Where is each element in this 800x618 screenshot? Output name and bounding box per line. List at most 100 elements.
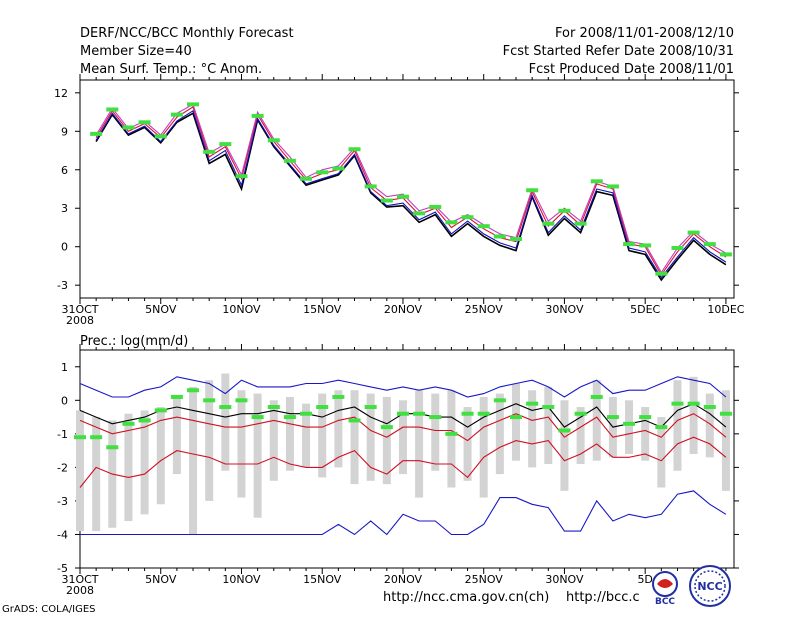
ncc-logo-text: NCC xyxy=(697,580,722,593)
x-tick-label: 5D xyxy=(637,573,652,586)
green-marker xyxy=(687,401,700,406)
green-marker xyxy=(655,425,668,430)
spread-bar xyxy=(431,393,440,471)
green-marker xyxy=(283,158,296,163)
green-marker xyxy=(671,401,684,406)
green-marker xyxy=(235,174,248,179)
x-tick-label: 31OCT xyxy=(61,573,98,586)
x-tick-label: 10NOV xyxy=(222,573,261,586)
green-marker xyxy=(348,418,361,423)
green-marker xyxy=(703,405,716,410)
green-marker xyxy=(170,112,183,117)
y-tick-label: 9 xyxy=(61,125,68,138)
y-tick-label: -2 xyxy=(57,461,68,474)
x-tick-label: 10DEC xyxy=(707,303,744,316)
spread-bar xyxy=(625,400,634,454)
green-marker xyxy=(235,398,248,403)
green-marker xyxy=(445,431,458,436)
series-prec-min-blue xyxy=(80,490,727,536)
spread-bar xyxy=(576,407,585,465)
x-tick-label: 31OCT xyxy=(61,303,98,316)
green-marker xyxy=(671,245,684,250)
green-marker xyxy=(477,224,490,229)
green-marker xyxy=(623,242,636,247)
green-marker xyxy=(106,107,119,112)
x-tick-label: 10NOV xyxy=(222,303,261,316)
series-prec-max-blue xyxy=(79,376,727,398)
green-marker xyxy=(719,411,732,416)
green-marker xyxy=(413,411,426,416)
spread-bar xyxy=(705,393,714,458)
green-marker xyxy=(574,221,587,226)
chart-title: DERF/NCC/BCC Monthly Forecast xyxy=(80,26,294,41)
green-marker xyxy=(219,142,232,147)
spread-bar xyxy=(560,400,569,491)
spread-bar xyxy=(302,403,311,468)
green-marker xyxy=(493,398,506,403)
green-marker xyxy=(703,242,716,247)
spread-bar xyxy=(350,390,359,485)
green-marker xyxy=(122,125,135,130)
spread-bar xyxy=(382,396,391,485)
x-tick-label: 15NOV xyxy=(303,303,342,316)
spread-bar xyxy=(189,386,198,535)
member-size-label: Member Size=40 xyxy=(80,44,192,59)
spread-bar xyxy=(447,390,456,488)
green-marker xyxy=(526,401,539,406)
green-marker xyxy=(170,394,183,399)
green-marker xyxy=(719,252,732,257)
bcc-logo: BCC xyxy=(652,571,678,606)
spread-bar xyxy=(641,407,650,461)
green-marker xyxy=(203,398,216,403)
x-tick-label: 5DEC xyxy=(630,303,660,316)
produced-date: Fcst Produced Date 2008/11/01 xyxy=(528,62,734,77)
green-marker xyxy=(606,415,619,420)
spread-bar xyxy=(76,410,84,532)
green-marker xyxy=(300,176,313,181)
green-marker xyxy=(267,138,280,143)
ncc-logo: NCC xyxy=(689,565,731,607)
spread-bar xyxy=(156,407,165,505)
green-marker xyxy=(138,418,151,423)
green-marker xyxy=(316,405,329,410)
spread-bar xyxy=(318,393,327,478)
green-marker xyxy=(510,237,522,242)
green-marker xyxy=(74,435,86,440)
green-marker xyxy=(90,435,103,440)
green-marker xyxy=(251,113,264,118)
plot-frame-0 xyxy=(79,79,735,299)
x-tick-label-year: 2008 xyxy=(66,314,94,327)
series-member-black xyxy=(95,112,727,282)
forecast-period: For 2008/11/01-2008/12/10 xyxy=(555,26,734,41)
grads-credit: GrADS: COLA/IGES xyxy=(2,604,96,615)
spread-bar xyxy=(689,376,698,454)
green-marker xyxy=(90,131,103,136)
y-tick-label: -1 xyxy=(57,428,68,441)
spread-bar xyxy=(285,396,294,471)
green-marker xyxy=(558,428,571,433)
green-marker xyxy=(639,243,652,248)
spread-bar xyxy=(479,396,488,498)
y-tick-label: 0 xyxy=(61,241,68,254)
spread-bar xyxy=(205,380,214,501)
spread-bar xyxy=(253,393,262,518)
green-marker xyxy=(219,405,232,410)
x-tick-label: 25NOV xyxy=(465,303,504,316)
green-marker xyxy=(364,184,377,189)
green-marker xyxy=(574,411,587,416)
green-marker xyxy=(154,408,167,413)
spread-bar xyxy=(528,390,537,468)
y-tick-label: 3 xyxy=(61,202,68,215)
bcc-url[interactable]: http://bcc.c xyxy=(566,590,640,605)
spread-bar xyxy=(721,390,730,491)
green-marker xyxy=(606,184,619,189)
green-marker xyxy=(122,421,135,426)
green-marker xyxy=(267,405,280,410)
spread-bar xyxy=(172,396,181,475)
bcc-logo-text: BCC xyxy=(655,597,675,606)
series-member-blue xyxy=(95,109,727,279)
ncc-url[interactable]: http://ncc.cma.gov.cn(ch) xyxy=(383,590,550,605)
prec-title: Prec.: log(mm/d) xyxy=(80,334,188,349)
